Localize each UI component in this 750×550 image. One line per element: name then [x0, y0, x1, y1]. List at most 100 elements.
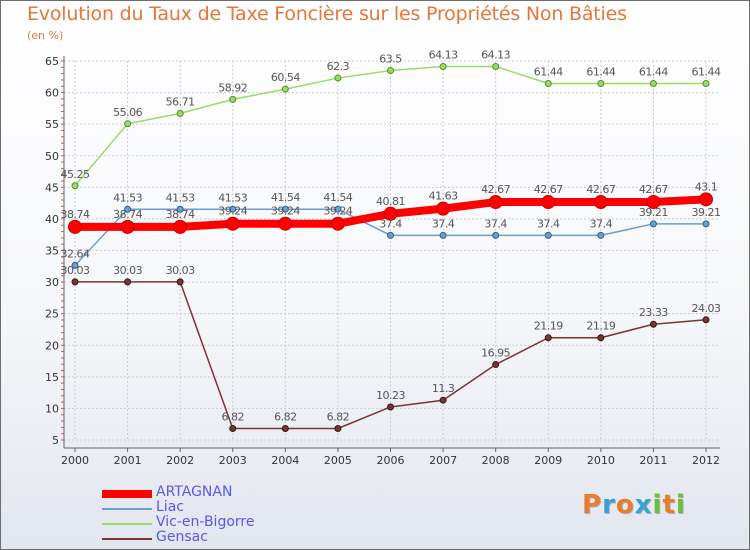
y-tick-label: 30: [45, 276, 59, 289]
data-point: [124, 205, 132, 213]
data-label: 42.67: [586, 183, 615, 196]
data-point: [278, 216, 293, 231]
x-tick-label: 2007: [429, 454, 457, 467]
data-point: [646, 195, 661, 210]
y-tick-label: 65: [45, 55, 59, 68]
data-label: 6.82: [327, 411, 350, 424]
unit-label: (en %): [27, 29, 64, 42]
data-label: 58.92: [218, 81, 247, 94]
data-label: 32.64: [61, 247, 90, 260]
data-label: 42.67: [639, 183, 668, 196]
series-liac: [71, 205, 710, 269]
logo-letter: i: [675, 490, 686, 520]
data-point: [597, 334, 605, 342]
data-label: 64.13: [429, 48, 458, 61]
data-point: [436, 201, 451, 216]
legend-swatch: [102, 538, 152, 540]
data-label: 6.82: [222, 411, 245, 424]
data-label: 56.71: [166, 95, 195, 108]
data-label: 42.67: [534, 183, 563, 196]
data-point: [229, 205, 237, 213]
data-label: 39.21: [692, 206, 721, 219]
data-point: [702, 220, 710, 228]
x-tick-label: 2003: [219, 454, 247, 467]
x-tick-label: 2008: [482, 454, 510, 467]
data-point: [699, 192, 713, 207]
data-point: [124, 278, 132, 286]
proxiti-logo: Proxiti: [582, 490, 686, 520]
y-tick-label: 20: [45, 339, 59, 352]
x-tick-label: 2006: [377, 454, 405, 467]
y-tick-label: 25: [45, 308, 59, 321]
data-point: [281, 425, 289, 433]
data-point: [334, 425, 342, 433]
data-point: [387, 66, 394, 74]
data-point: [176, 278, 184, 286]
series-artagnan: [68, 192, 713, 234]
data-label: 39.24: [323, 205, 352, 218]
data-point: [383, 206, 398, 221]
data-point: [124, 120, 132, 128]
y-tick-label: 45: [45, 181, 59, 194]
data-point: [541, 195, 556, 210]
data-labels: 38.74 38.74 38.74 39.24 39.24 39.24 40.81 41.63…: [61, 48, 722, 424]
legend-swatch: [102, 490, 152, 498]
data-label: 41.63: [429, 190, 458, 203]
data-label: 23.33: [639, 306, 668, 319]
y-tick-label: 60: [45, 87, 59, 100]
x-tick-label: 2011: [639, 454, 667, 467]
data-point: [229, 95, 237, 103]
data-label: 21.19: [534, 320, 563, 333]
data-point: [387, 231, 394, 239]
data-label: 42.67: [481, 183, 510, 196]
data-point: [439, 62, 447, 70]
data-label: 45.25: [61, 168, 90, 181]
data-point: [544, 231, 552, 239]
data-point: [597, 79, 605, 87]
data-point: [330, 216, 345, 231]
legend-swatch: [102, 508, 152, 510]
x-tick-label: 2000: [61, 454, 89, 467]
data-label: 61.44: [639, 65, 668, 78]
logo-letter: r: [602, 490, 616, 520]
x-tick-label: 2009: [534, 454, 562, 467]
data-point: [281, 85, 289, 93]
chart-title: Evolution du Taux de Taxe Foncière sur l…: [27, 3, 627, 25]
legend-swatch: [102, 523, 152, 525]
legend-label: Vic-en-Bigorre: [156, 514, 255, 530]
data-point: [492, 231, 500, 239]
data-label: 55.06: [113, 106, 142, 119]
data-label: 24.03: [692, 302, 721, 315]
logo-letter: t: [662, 490, 676, 520]
data-label: 64.13: [481, 48, 510, 61]
data-point: [387, 403, 394, 411]
data-label: 41.54: [323, 191, 352, 204]
data-point: [492, 62, 500, 70]
series-layer: [68, 62, 713, 433]
y-tick-label: 10: [45, 402, 59, 415]
data-point: [593, 195, 608, 210]
data-point: [120, 219, 135, 234]
data-point: [649, 79, 657, 87]
data-point: [71, 278, 79, 286]
x-tick-label: 2012: [692, 454, 720, 467]
data-point: [492, 361, 500, 369]
data-point: [71, 261, 79, 269]
x-tick-label: 2010: [587, 454, 615, 467]
data-label: 39.24: [271, 205, 300, 218]
data-label: 63.5: [379, 52, 402, 65]
data-point: [71, 182, 79, 190]
data-point: [176, 109, 184, 117]
data-point: [334, 205, 342, 213]
data-label: 30.03: [166, 264, 195, 277]
data-point: [281, 205, 289, 213]
series-vic-en-bigorre: [71, 62, 710, 190]
data-label: 41.54: [271, 191, 300, 204]
data-label: 37.4: [379, 217, 402, 230]
data-label: 21.19: [586, 320, 615, 333]
data-label: 41.53: [218, 191, 247, 204]
data-label: 43.1: [695, 180, 718, 193]
data-point: [334, 74, 342, 82]
x-tick-label: 2002: [166, 454, 194, 467]
